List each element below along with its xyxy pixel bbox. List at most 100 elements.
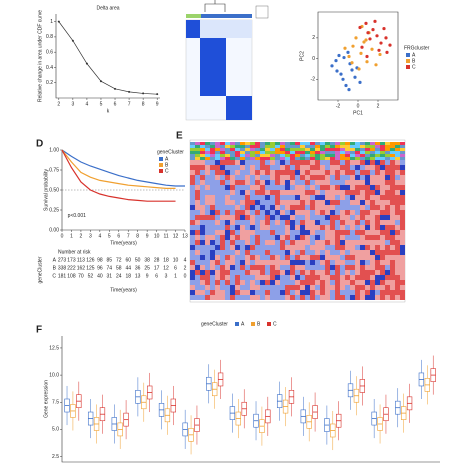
legend-label: A <box>412 52 416 58</box>
heatmap-cell <box>395 160 400 165</box>
legend-title: FRGcluster <box>404 45 430 51</box>
annotation-cell <box>305 145 310 148</box>
heatmap-cell <box>330 260 335 265</box>
heatmap-cell <box>245 210 250 215</box>
heatmap-cell <box>310 195 315 200</box>
annotation-cell <box>365 142 370 145</box>
risk-count: 273 <box>58 257 67 263</box>
annotation-cell <box>225 142 230 145</box>
heatmap-cell <box>265 275 270 280</box>
heatmap-cell <box>365 235 370 240</box>
heatmap-cell <box>310 220 315 225</box>
heatmap-cell <box>335 245 340 250</box>
annotation-cell <box>240 151 245 154</box>
heatmap-cell <box>355 205 360 210</box>
heatmap-cell <box>310 245 315 250</box>
risk-count: 36 <box>135 265 141 271</box>
heatmap-cell <box>190 170 195 175</box>
heatmap-cell <box>300 225 305 230</box>
heatmap-cell <box>290 255 295 260</box>
chart-title: Delta area <box>96 5 119 11</box>
heatmap-cell <box>375 245 380 250</box>
heatmap-cell <box>390 265 395 270</box>
legend-label: C <box>165 168 169 174</box>
heatmap-cell <box>280 170 285 175</box>
heatmap-cell <box>330 200 335 205</box>
heatmap-cell <box>370 200 375 205</box>
heatmap-cell <box>195 285 200 290</box>
heatmap-cell <box>260 165 265 170</box>
heatmap-cell <box>340 235 345 240</box>
heatmap-cell <box>375 195 380 200</box>
annotation-cell <box>215 154 220 157</box>
heatmap-cell <box>400 160 405 165</box>
heatmap-cell <box>265 220 270 225</box>
heatmap-cell <box>325 250 330 255</box>
heatmap-cell <box>315 270 320 275</box>
heatmap-cell <box>325 180 330 185</box>
heatmap-cell <box>285 195 290 200</box>
heatmap-cell <box>360 185 365 190</box>
heatmap-cell <box>340 230 345 235</box>
annotation-cell <box>320 142 325 145</box>
heatmap-cell <box>400 185 405 190</box>
heatmap-cell <box>260 230 265 235</box>
heatmap-cell <box>275 280 280 285</box>
annotation-cell <box>200 154 205 157</box>
heatmap-cell <box>200 215 205 220</box>
heatmap-cell <box>230 275 235 280</box>
risk-count: 12 <box>163 265 169 271</box>
heatmap-cell <box>210 165 215 170</box>
annotation-cell <box>260 142 265 145</box>
heatmap-cell <box>190 160 195 165</box>
heatmap-cell <box>220 220 225 225</box>
heatmap-cell <box>390 235 395 240</box>
heatmap-cell <box>335 235 340 240</box>
heatmap-cell <box>350 195 355 200</box>
heatmap-cell <box>235 175 240 180</box>
heatmap-cell <box>330 240 335 245</box>
heatmap-cell <box>235 180 240 185</box>
heatmap-cell <box>270 190 275 195</box>
heatmap-cell <box>350 225 355 230</box>
heatmap-cell <box>385 185 390 190</box>
heatmap-cell <box>290 195 295 200</box>
annotation-cell <box>200 142 205 145</box>
annotation-cell <box>275 154 280 157</box>
heatmap-cell <box>320 165 325 170</box>
heatmap-cell <box>310 215 315 220</box>
heatmap-cell <box>345 170 350 175</box>
heatmap-cell <box>235 190 240 195</box>
heatmap-cell <box>240 245 245 250</box>
heatmap-cell <box>200 185 205 190</box>
heatmap-cell <box>380 160 385 165</box>
heatmap-cell <box>225 235 230 240</box>
heatmap-cell <box>375 220 380 225</box>
heatmap-cell <box>330 265 335 270</box>
heatmap-cell <box>305 170 310 175</box>
heatmap-cell <box>315 165 320 170</box>
x-tick-label: 6 <box>117 233 120 239</box>
heatmap-cell <box>265 180 270 185</box>
annotation-cell <box>270 145 275 148</box>
heatmap-cell <box>310 175 315 180</box>
heatmap-cell <box>270 175 275 180</box>
heatmap-cell <box>255 210 260 215</box>
heatmap-cell <box>240 230 245 235</box>
heatmap-cell <box>350 230 355 235</box>
annotation-cell <box>305 142 310 145</box>
heatmap-cell <box>335 230 340 235</box>
heatmap-cell <box>330 270 335 275</box>
heatmap-cell <box>365 280 370 285</box>
risk-count: 125 <box>86 265 95 271</box>
heatmap-cell <box>295 205 300 210</box>
heatmap-cell <box>295 210 300 215</box>
heatmap-cell <box>265 205 270 210</box>
heatmap-cell <box>380 260 385 265</box>
heatmap-cell <box>395 190 400 195</box>
heatmap-cell <box>265 250 270 255</box>
heatmap-cell <box>325 195 330 200</box>
heatmap-cell <box>230 270 235 275</box>
heatmap-cell <box>390 295 395 300</box>
heatmap-cell <box>270 165 275 170</box>
